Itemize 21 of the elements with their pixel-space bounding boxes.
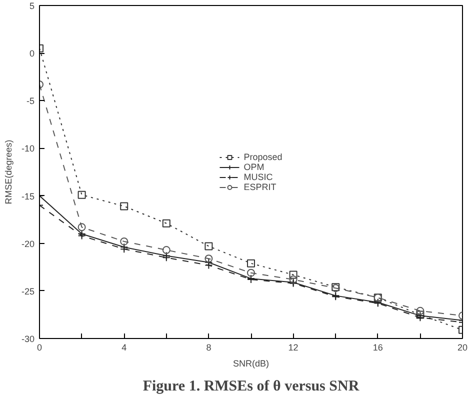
y-tick-label: -5 (26, 96, 35, 106)
y-tick-label: -25 (21, 286, 35, 296)
x-tick-label: 0 (36, 342, 42, 352)
text: Figure 1. RMSEs of θ versus SNR (142, 378, 360, 394)
y-tick-label: -30 (21, 334, 35, 344)
y-tick-label: -20 (21, 238, 35, 249)
y-tick-label: 5 (29, 1, 35, 11)
y-tick-label: 0 (29, 48, 35, 59)
y-tick-label: -10 (21, 144, 35, 154)
x-tick-label: 4 (122, 342, 127, 352)
x-axis-title: SNR(dB) (233, 358, 270, 368)
y-axis-title: RMSE(degrees) (3, 140, 14, 204)
x-tick-label: 20 (457, 342, 468, 352)
x-tick-label: 12 (288, 342, 298, 352)
legend-label: OPM (244, 162, 264, 172)
y-tick-label: -15 (21, 191, 35, 202)
legend-label: Proposed (244, 152, 282, 162)
x-tick-label: 16 (372, 342, 383, 352)
legend-label: MUSIC (244, 172, 273, 182)
legend-label: ESPRIT (244, 182, 276, 192)
x-tick-label: 8 (206, 342, 212, 352)
